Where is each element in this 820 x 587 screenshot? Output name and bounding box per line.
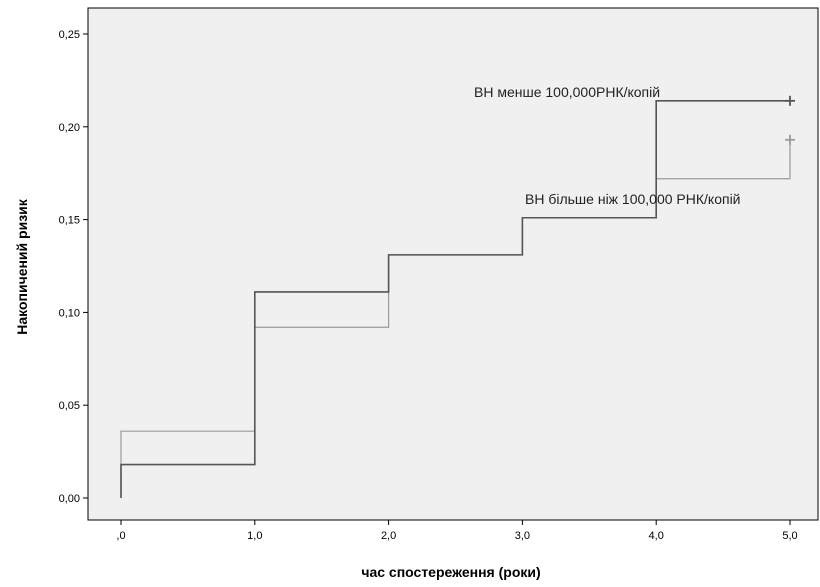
annotation-layer: ВН менше 100,000РНК/копій ВН більше ніж 1… [474,84,741,207]
censor-mark [785,134,795,145]
y-axis-title: Накопичений ризик [14,198,30,335]
y-tick-label: 0,20 [59,122,80,134]
x-tick-label: 2,0 [381,530,396,542]
x-axis-title: час спостереження (роки) [361,564,540,580]
y-tick-label: 0,25 [59,29,80,41]
x-tick-label: ,0 [116,530,125,542]
series-layer [120,95,795,498]
x-tick-label: 4,0 [649,530,664,542]
y-axis: 0,00 0,05 0,10 0,15 0,20 0,25 [59,29,88,505]
x-tick-label: 1,0 [247,530,262,542]
x-tick-label: 5,0 [782,530,797,542]
y-tick-label: 0,10 [59,307,80,319]
x-axis: ,0 1,0 2,0 3,0 4,0 5,0 [116,520,798,542]
series-line-0 [120,100,790,498]
censor-mark [785,95,795,106]
y-tick-label: 0,00 [59,493,80,505]
series-label-0: ВН менше 100,000РНК/копій [474,84,660,100]
x-tick-label: 3,0 [515,530,530,542]
y-tick-label: 0,05 [59,400,80,412]
y-tick-label: 0,15 [59,215,80,227]
plot-area [87,7,819,521]
series-label-1: ВН більше ніж 100,000 РНК/копій [525,191,741,207]
